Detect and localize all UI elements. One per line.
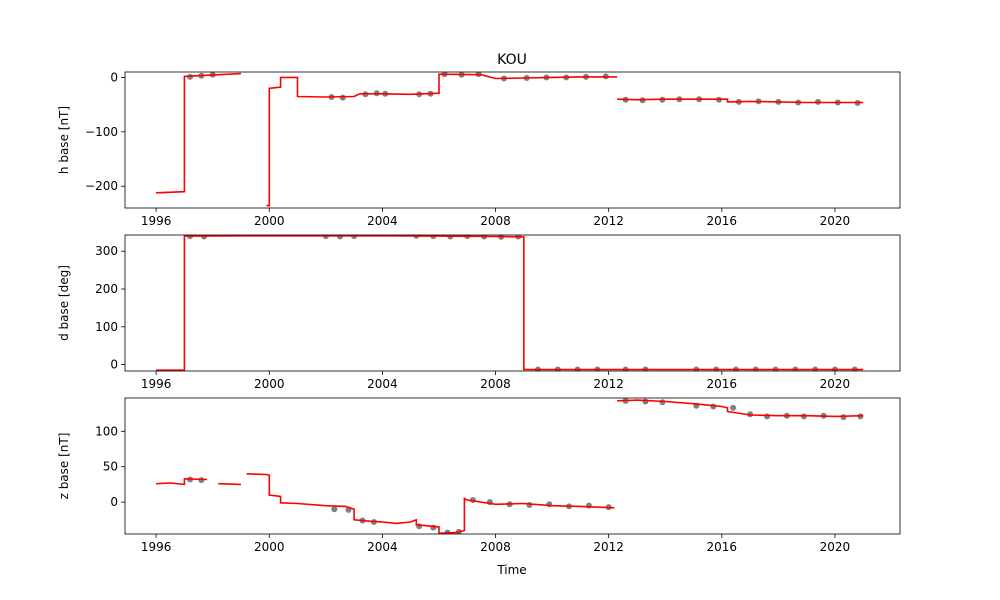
z-base-panel: 1996 2000 2004 2008 2012 2016 2020 100 50 0 z base…	[57, 397, 901, 554]
z-base-x-tick-label: 1996	[141, 540, 172, 554]
d-base-x-tick-label: 2016	[707, 377, 738, 391]
z-base-axes-frame	[124, 397, 901, 535]
d-base-x-tick-label: 2012	[593, 377, 624, 391]
z-base-measurement-point	[840, 414, 847, 421]
h-base-axes-frame	[124, 71, 901, 209]
z-base-measurement-point	[764, 413, 771, 420]
z-base-x-tick-label: 2012	[593, 540, 624, 554]
z-base-x-tick-label: 2000	[254, 540, 285, 554]
z-base-x-tick-label: 2016	[707, 540, 738, 554]
h-base-y-tick-label: −200	[85, 179, 118, 193]
z-base-measurement-point	[642, 398, 649, 405]
d-base-x-tick-label: 2020	[820, 377, 851, 391]
d-base-x-tick-label: 1996	[141, 377, 172, 391]
z-base-plot-area	[156, 398, 864, 534]
z-base-x-tick-label: 2020	[820, 540, 851, 554]
d-base-x-tick-label: 2004	[367, 377, 398, 391]
d-base-axes-frame	[124, 234, 901, 372]
d-base-plot-area	[156, 235, 864, 371]
x-axis-label: Time	[496, 563, 526, 577]
d-base-y-tick-label: 100	[95, 320, 118, 334]
h-base-x-tick-label: 2000	[254, 214, 285, 228]
z-base-measurement-point	[730, 404, 737, 411]
h-base-y-tick-label: −100	[85, 125, 118, 139]
z-base-y-axis-label: z base [nT]	[57, 433, 71, 500]
h-base-baseline-line	[156, 72, 864, 207]
z-base-y-tick-label: 0	[110, 495, 118, 509]
h-base-x-tick-label: 2008	[480, 214, 511, 228]
z-base-x-tick-label: 2004	[367, 540, 398, 554]
h-base-x-tick-label: 2016	[707, 214, 738, 228]
d-base-y-tick-label: 300	[95, 244, 118, 258]
d-base-x-tick-label: 2008	[480, 377, 511, 391]
h-base-panel: 1996 2000 2004 2008 2012 2016 2020 0 −100 −200 h b…	[57, 70, 901, 228]
z-base-baseline-line	[156, 399, 864, 534]
z-base-y-tick-label: 100	[95, 424, 118, 438]
h-base-x-tick-label: 2020	[820, 214, 851, 228]
h-base-x-tick-label: 2012	[593, 214, 624, 228]
z-base-measurement-point	[585, 502, 592, 509]
d-base-panel: 1996 2000 2004 2008 2012 2016 2020 0 100 200 300 d …	[57, 234, 901, 391]
z-base-measurement-point	[526, 501, 533, 508]
h-base-x-tick-label: 1996	[141, 214, 172, 228]
d-base-x-tick-label: 2000	[254, 377, 285, 391]
z-base-y-tick-label: 50	[103, 460, 118, 474]
h-base-plot-area	[156, 72, 864, 207]
figure-title: KOU	[497, 52, 527, 68]
z-base-x-tick-label: 2008	[480, 540, 511, 554]
h-base-y-tick-label: 0	[110, 70, 118, 84]
d-base-y-tick-label: 200	[95, 282, 118, 296]
h-base-y-axis-label: h base [nT]	[57, 106, 71, 174]
d-base-y-tick-label: 0	[110, 358, 118, 372]
h-base-measurement-point	[339, 94, 346, 101]
h-base-x-tick-label: 2004	[367, 214, 398, 228]
z-base-measurement-point	[331, 506, 338, 513]
d-base-y-axis-label: d base [deg]	[57, 265, 71, 341]
d-base-baseline-line	[156, 235, 864, 371]
